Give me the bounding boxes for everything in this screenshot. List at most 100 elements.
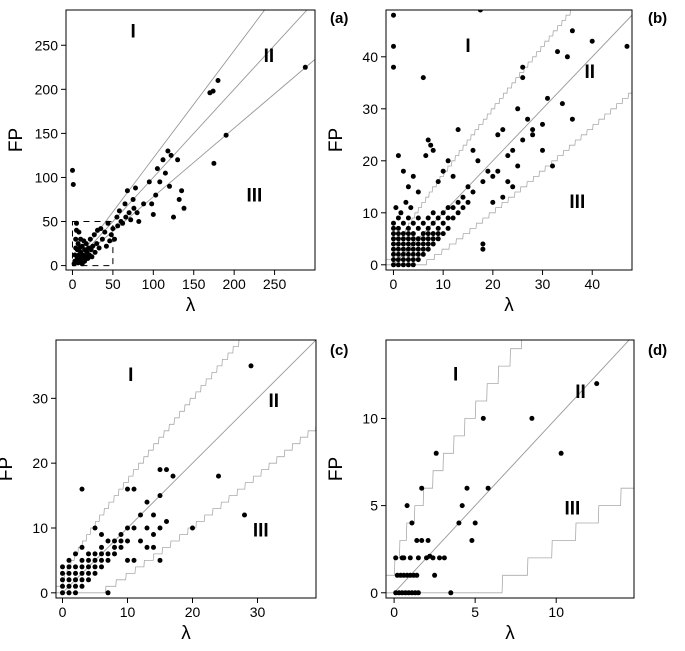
data-point bbox=[175, 157, 181, 163]
data-point bbox=[125, 486, 130, 492]
region-label-ii: II bbox=[584, 62, 595, 83]
data-point bbox=[425, 236, 431, 242]
y-tick-label: 200 bbox=[35, 81, 59, 97]
data-point bbox=[414, 572, 420, 578]
data-point bbox=[164, 519, 169, 524]
data-point bbox=[393, 205, 399, 211]
data-point bbox=[160, 157, 166, 163]
x-tick-label: 0 bbox=[390, 276, 398, 292]
data-point bbox=[131, 557, 137, 563]
data-point bbox=[157, 467, 163, 473]
data-point bbox=[405, 231, 411, 237]
data-point bbox=[170, 473, 176, 479]
data-point bbox=[391, 241, 396, 247]
data-point bbox=[102, 229, 108, 235]
data-point bbox=[569, 28, 575, 34]
data-point bbox=[415, 555, 421, 561]
data-point bbox=[435, 236, 441, 242]
data-point bbox=[110, 226, 116, 232]
data-point bbox=[60, 590, 65, 596]
data-point bbox=[157, 525, 163, 531]
data-point bbox=[112, 544, 117, 550]
data-point bbox=[60, 564, 65, 570]
data-point bbox=[395, 262, 401, 268]
lower-bound-step bbox=[56, 424, 316, 594]
data-point bbox=[107, 238, 113, 244]
data-point bbox=[495, 168, 501, 174]
data-point bbox=[558, 450, 564, 456]
data-point bbox=[400, 241, 406, 247]
data-point bbox=[400, 262, 406, 268]
data-point bbox=[157, 493, 163, 499]
data-point bbox=[510, 147, 516, 153]
data-point bbox=[435, 179, 441, 185]
data-point bbox=[410, 231, 416, 237]
data-point bbox=[425, 231, 431, 237]
identity-line bbox=[62, 340, 316, 594]
data-point bbox=[425, 241, 431, 247]
data-point bbox=[391, 225, 396, 231]
data-point bbox=[530, 127, 536, 133]
data-point bbox=[86, 557, 91, 563]
panel-label: (b) bbox=[648, 10, 667, 27]
data-point bbox=[86, 570, 91, 576]
data-point bbox=[118, 544, 124, 550]
data-point bbox=[490, 173, 496, 179]
data-point bbox=[525, 116, 531, 122]
data-point bbox=[430, 147, 436, 153]
data-point bbox=[405, 215, 411, 221]
data-point bbox=[138, 538, 143, 544]
y-tick-label: 20 bbox=[362, 153, 378, 169]
data-point bbox=[410, 251, 416, 257]
data-point bbox=[520, 64, 526, 70]
data-point bbox=[99, 557, 104, 563]
data-point bbox=[73, 577, 78, 583]
data-point bbox=[130, 197, 136, 202]
data-point bbox=[75, 241, 81, 247]
data-point bbox=[440, 231, 446, 237]
y-tick-label: 20 bbox=[32, 455, 48, 471]
data-point bbox=[624, 43, 630, 49]
region-label-iii: III bbox=[246, 185, 262, 206]
data-point bbox=[405, 225, 411, 231]
data-point bbox=[440, 210, 446, 216]
data-point bbox=[153, 192, 159, 198]
upper-bound-step bbox=[386, 340, 523, 576]
x-tick-label: 30 bbox=[535, 276, 551, 292]
data-point bbox=[425, 538, 431, 543]
data-point bbox=[425, 246, 431, 252]
data-point bbox=[430, 210, 436, 216]
data-point bbox=[112, 236, 117, 242]
data-point bbox=[445, 215, 451, 221]
data-point bbox=[66, 564, 72, 570]
data-point bbox=[530, 132, 536, 138]
data-point bbox=[391, 251, 396, 257]
data-point bbox=[66, 590, 72, 596]
upper-bound-line bbox=[72, 10, 266, 266]
lower-bound-step bbox=[386, 92, 632, 266]
data-point bbox=[83, 241, 89, 247]
data-point bbox=[414, 538, 420, 543]
panel-label: (c) bbox=[330, 342, 348, 359]
x-tick-label: 10 bbox=[120, 604, 136, 620]
identity-line bbox=[393, 14, 632, 266]
data-point bbox=[116, 208, 122, 214]
data-point bbox=[395, 225, 401, 231]
data-point bbox=[391, 246, 396, 252]
data-point bbox=[89, 254, 95, 260]
data-point bbox=[165, 148, 171, 154]
y-axis-title: FP bbox=[326, 128, 347, 152]
data-point bbox=[430, 241, 436, 247]
data-point bbox=[150, 212, 156, 217]
data-point bbox=[480, 246, 486, 252]
data-point bbox=[151, 544, 156, 550]
data-point bbox=[410, 257, 416, 263]
data-point bbox=[123, 214, 129, 220]
data-point bbox=[60, 583, 65, 589]
y-axis-title: FP bbox=[0, 457, 17, 481]
data-point bbox=[128, 217, 134, 223]
x-tick-label: 100 bbox=[142, 276, 166, 292]
